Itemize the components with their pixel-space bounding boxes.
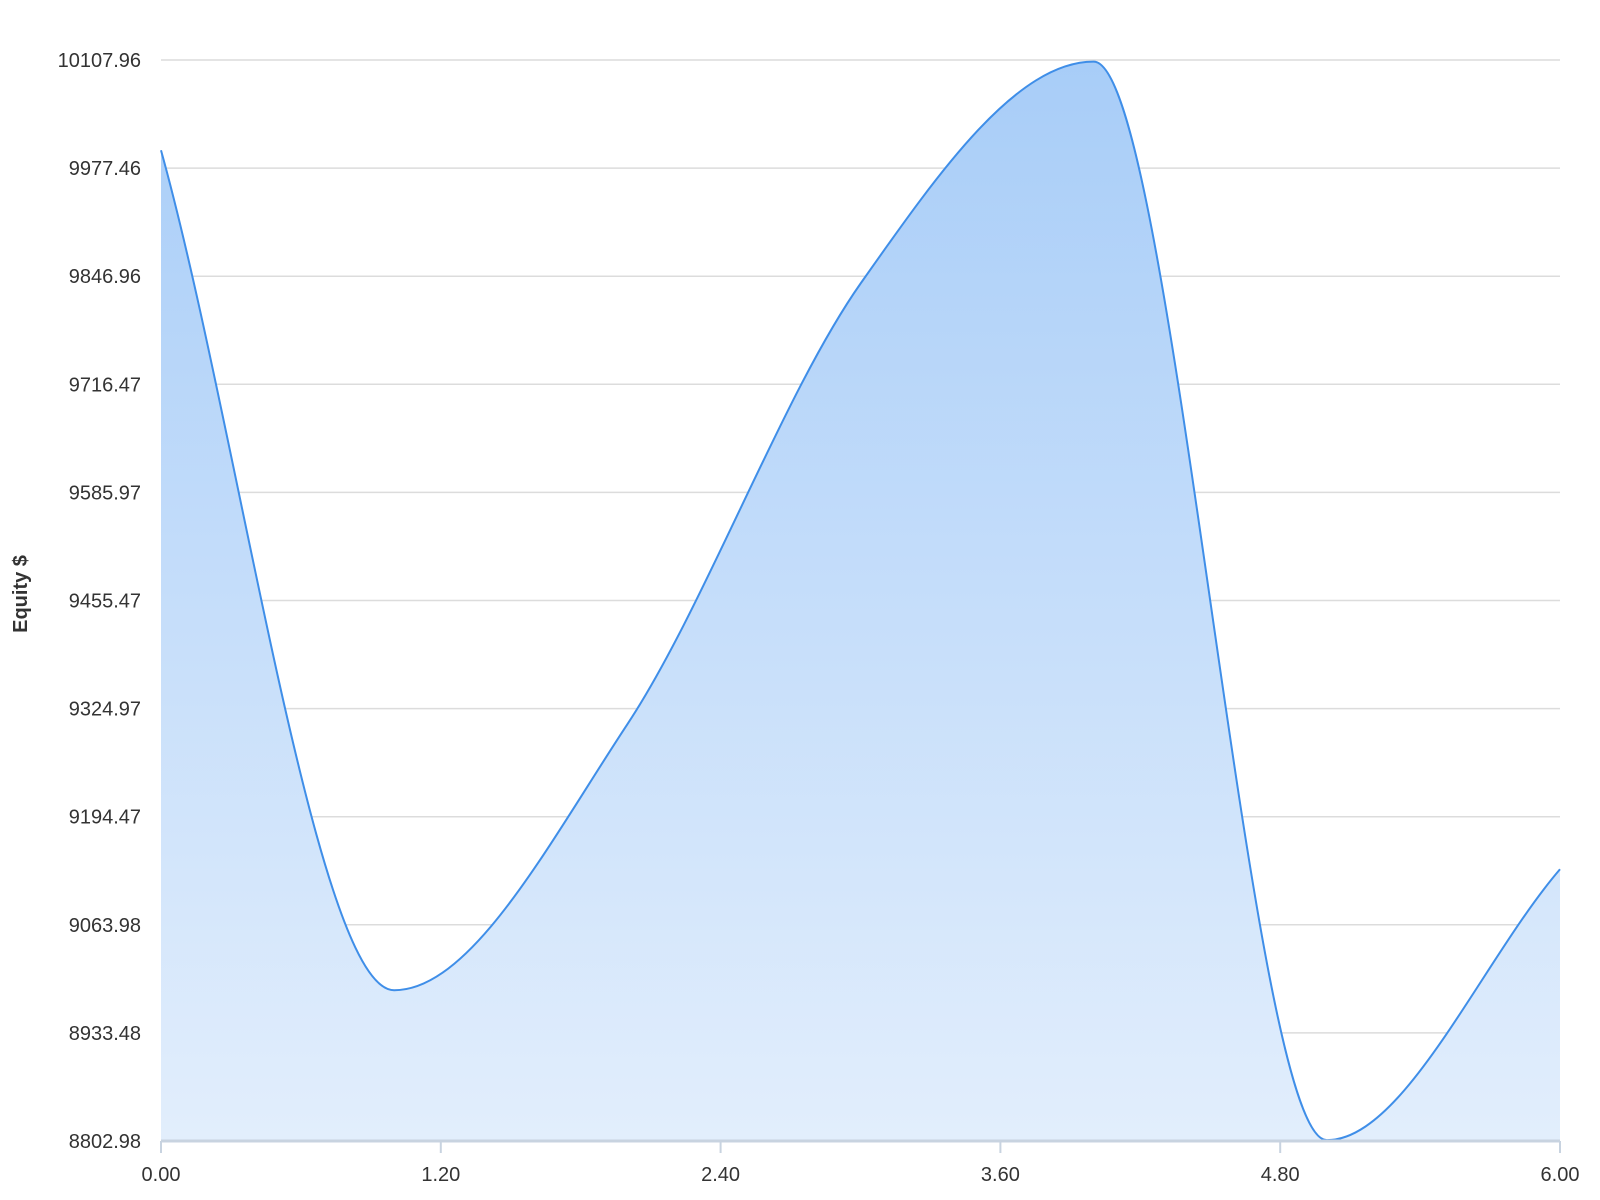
x-tick-label: 1.20 [421, 1164, 460, 1186]
y-tick-label: 8802.98 [69, 1131, 141, 1153]
axes [160, 1139, 1561, 1153]
x-tick-label: 2.40 [701, 1164, 740, 1186]
y-axis-title: Equity $ [10, 555, 32, 633]
y-tick-label: 9846.96 [69, 266, 141, 288]
x-tick-label: 4.80 [1261, 1164, 1300, 1186]
y-tick-label: 9063.98 [69, 915, 141, 937]
y-tick-label: 10107.96 [58, 50, 141, 72]
y-tick-label: 9977.46 [69, 158, 141, 180]
x-tick-label: 6.00 [1541, 1164, 1580, 1186]
y-tick-label: 9455.47 [69, 591, 141, 613]
series-area-group [160, 60, 1561, 1142]
series-area-fill [161, 61, 1560, 1142]
y-tick-label: 9585.97 [69, 482, 141, 504]
series-line [160, 60, 1561, 1142]
y-tick-label: 9716.47 [69, 374, 141, 396]
x-axis-tick-labels: 0.00 1.20 2.40 3.60 4.80 6.00 [142, 1164, 1580, 1186]
y-tick-label: 9324.97 [69, 699, 141, 721]
y-tick-label: 8933.48 [69, 1023, 141, 1045]
x-tick-label: 0.00 [142, 1164, 181, 1186]
y-tick-label: 9194.47 [69, 807, 141, 829]
y-axis-tick-labels: 10107.96 9977.46 9846.96 9716.47 9585.97 9455… [58, 50, 141, 1153]
x-tick-label: 3.60 [981, 1164, 1020, 1186]
